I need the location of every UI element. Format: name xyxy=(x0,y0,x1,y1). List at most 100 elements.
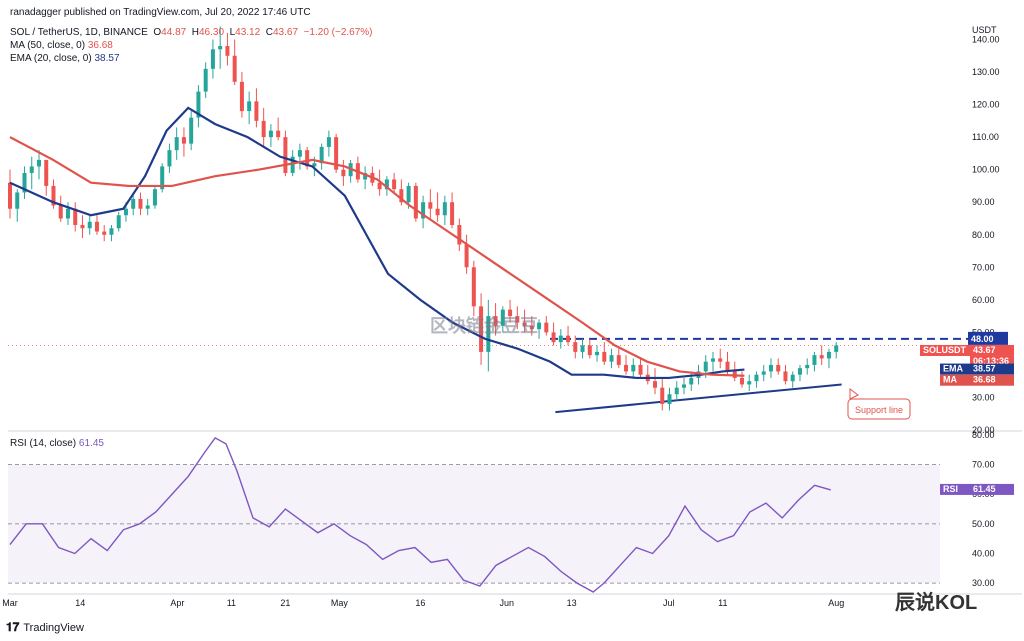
close-value: 43.67 xyxy=(272,27,299,38)
candle-body xyxy=(653,381,658,388)
time-tick-label: 11 xyxy=(718,598,727,608)
open-value: 44.87 xyxy=(161,27,187,38)
rsi-name-tag-bg xyxy=(940,483,970,495)
change-value: −1.20 (−2.67%) xyxy=(303,27,373,38)
candle-body xyxy=(283,137,288,173)
candle-body xyxy=(725,361,730,372)
ma-value-tag: 36.68 xyxy=(973,375,996,385)
candle-body xyxy=(689,377,694,385)
candle-body xyxy=(196,91,201,118)
candle-body xyxy=(826,351,831,359)
symbol-tag-bg xyxy=(920,344,970,356)
candle-body xyxy=(297,150,302,157)
candle-body xyxy=(116,215,121,229)
candle-body xyxy=(819,355,824,359)
candle-body xyxy=(174,137,179,151)
candle-body xyxy=(109,228,114,235)
rsi-value-tag-bg xyxy=(970,483,1014,495)
candle-body xyxy=(145,205,150,209)
tradingview-footer[interactable]: 𝟏𝟕 TradingView xyxy=(6,620,84,635)
candle-body xyxy=(783,371,788,382)
candle-body xyxy=(660,387,665,404)
rsi-tick-label: 70.00 xyxy=(972,460,995,470)
time-tick-label: Jul xyxy=(663,598,675,608)
candle-body xyxy=(44,159,49,186)
countdown-tag-bg xyxy=(970,355,1014,367)
price-tick-label: 100.00 xyxy=(972,165,1000,175)
candle-body xyxy=(22,172,27,193)
candle-body xyxy=(363,172,368,180)
candle-body xyxy=(80,225,85,229)
candle-body xyxy=(319,146,324,164)
candle-body xyxy=(718,358,723,362)
price-tick-label: 60.00 xyxy=(972,295,995,305)
candle-body xyxy=(776,364,781,372)
price-tick-label: 20.00 xyxy=(972,425,995,435)
ma-value-tag-bg xyxy=(970,374,1014,386)
candle-body xyxy=(587,345,592,356)
candle-body xyxy=(399,189,404,203)
price-tick-label: 90.00 xyxy=(972,197,995,207)
rsi-tick-label: 50.00 xyxy=(972,519,995,529)
candle-body xyxy=(377,182,382,190)
candle-body xyxy=(290,156,295,173)
rsi-tick-label: 80.00 xyxy=(972,430,995,440)
candle-body xyxy=(326,137,331,147)
candle-body xyxy=(392,179,397,190)
candle-body xyxy=(58,205,63,219)
time-tick-label: Apr xyxy=(170,598,184,608)
candle-body xyxy=(834,345,839,352)
candle-body xyxy=(239,81,244,112)
rsi-tick-label: 30.00 xyxy=(972,578,995,588)
time-tick-label: 16 xyxy=(415,598,425,608)
time-tick-label: Mar xyxy=(2,598,18,608)
candle-body xyxy=(94,221,99,232)
candle-body xyxy=(703,361,708,372)
candle-body xyxy=(131,198,136,209)
candle-body xyxy=(29,166,34,173)
resistance-tag: 48.00 xyxy=(971,334,994,344)
time-tick-label: 13 xyxy=(567,598,577,608)
time-tick-label: 11 xyxy=(227,598,236,608)
ema-value-tag-bg xyxy=(970,363,1014,375)
candle-body xyxy=(682,384,687,388)
candle-body xyxy=(479,306,484,352)
rsi-name-tag: RSI xyxy=(943,484,958,494)
price-tag-bg xyxy=(970,344,1014,356)
countdown-tag: 06:13:36 xyxy=(973,356,1009,366)
candle-body xyxy=(189,117,194,144)
ema-name-tag-bg xyxy=(940,363,970,375)
candle-body xyxy=(580,345,585,352)
footer-brand: TradingView xyxy=(23,621,84,634)
candle-body xyxy=(471,267,476,307)
support-callout-pointer xyxy=(849,388,859,400)
candle-body xyxy=(573,342,578,352)
support-callout-text: Support line xyxy=(855,405,903,415)
ema-name-tag: EMA xyxy=(943,364,964,374)
candle-body xyxy=(638,364,643,375)
high-value: 46.30 xyxy=(199,27,225,38)
rsi-legend[interactable]: RSI (14, close) 61.45 xyxy=(10,438,104,449)
candle-body xyxy=(167,150,172,167)
ma-legend[interactable]: MA (50, close, 0) 36.68 xyxy=(10,40,113,51)
candle-body xyxy=(384,179,389,190)
kol-watermark: 辰说KOL xyxy=(895,592,978,614)
ma-name-tag-bg xyxy=(940,374,970,386)
time-tick-label: Jun xyxy=(500,598,515,608)
candle-body xyxy=(421,202,426,219)
symbol-ohlc-line: SOL / TetherUS, 1D, BINANCE O44.87 H46.3… xyxy=(10,27,373,38)
candle-body xyxy=(334,137,339,170)
candle-body xyxy=(486,316,491,352)
time-tick-label: 21 xyxy=(280,598,290,608)
candle-body xyxy=(181,137,186,144)
candle-body xyxy=(754,374,759,382)
candle-body xyxy=(710,358,715,362)
candle-body xyxy=(761,371,766,375)
ema-value-tag: 38.57 xyxy=(973,364,996,374)
candle-body xyxy=(123,208,128,216)
candle-body xyxy=(747,381,752,385)
resistance-tag-bg xyxy=(968,331,1008,345)
candle-body xyxy=(805,364,810,369)
ema-legend[interactable]: EMA (20, close, 0) 38.57 xyxy=(10,53,120,64)
